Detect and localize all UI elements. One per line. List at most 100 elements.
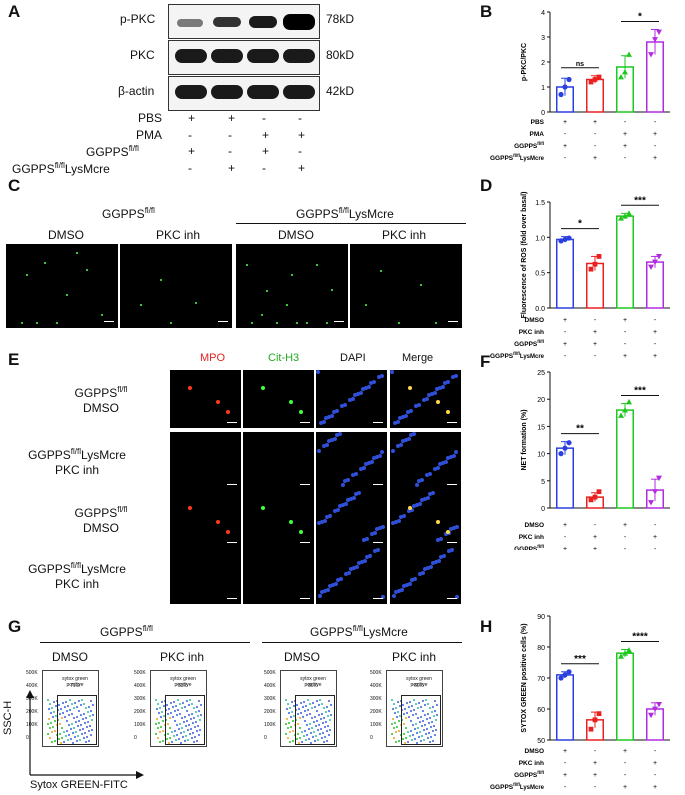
- event-dot: [395, 707, 397, 709]
- event-dot: [59, 713, 61, 715]
- data-point: [566, 235, 572, 241]
- nucleus-dot: [359, 467, 363, 471]
- event-dot: [428, 722, 430, 724]
- ros-dot: [435, 322, 437, 324]
- event-dot: [394, 722, 396, 724]
- event-dot: [83, 737, 85, 739]
- data-point: [656, 254, 662, 260]
- y-tick-label: 0: [541, 110, 545, 117]
- nucleus-dot: [341, 483, 345, 487]
- event-dot: [423, 739, 425, 741]
- nucleus-dot: [450, 548, 454, 552]
- nucleus-dot: [323, 589, 327, 593]
- event-dot: [303, 735, 305, 737]
- condition-label: DMSO: [525, 748, 545, 755]
- data-point: [648, 264, 654, 271]
- nucleus-dot: [396, 444, 400, 448]
- event-dot: [321, 703, 323, 705]
- nucleus-dot: [390, 370, 394, 374]
- event-dot: [411, 705, 413, 707]
- ros-dot: [296, 322, 298, 324]
- nucleus-dot: [423, 497, 427, 501]
- gate-rectangle: [401, 695, 441, 745]
- g-col-label: DMSO: [52, 650, 88, 664]
- chart-d: 0.0 0.5 1.0 1.5 Fluorescence of ROS (fold ov…: [490, 192, 670, 360]
- blot-label-pkc: PKC: [130, 48, 155, 62]
- event-dot: [159, 731, 161, 733]
- if-image-cit: [243, 490, 314, 548]
- event-dot: [328, 700, 330, 702]
- condition-sign: +: [623, 131, 627, 138]
- positive-cell-dot: [289, 400, 293, 404]
- nucleus-dot: [378, 526, 382, 530]
- event-dot: [401, 719, 403, 721]
- blot-sign: +: [188, 111, 196, 125]
- nucleus-dot: [397, 589, 401, 593]
- significance-label: ***: [634, 386, 646, 397]
- nucleus-dot: [378, 454, 382, 458]
- event-dot: [64, 716, 66, 718]
- event-dot: [47, 699, 49, 701]
- condition-sign: +: [593, 760, 597, 767]
- scale-bar: [447, 542, 457, 543]
- y-axis-label: SYTOX GREEN positive cells (%): [521, 623, 528, 732]
- bar: [556, 238, 574, 309]
- event-dot: [64, 706, 66, 708]
- nucleus-dot: [364, 386, 368, 390]
- event-dot: [195, 711, 197, 713]
- data-point: [622, 650, 628, 656]
- nucleus-dot: [365, 555, 369, 559]
- gate-label: sytox green positive: [300, 676, 326, 688]
- condition-sign: +: [593, 341, 597, 348]
- event-dot: [160, 726, 162, 728]
- event-dot: [304, 710, 306, 712]
- event-dot: [60, 708, 62, 710]
- band: [247, 49, 279, 63]
- condition-sup: fl/fl: [537, 544, 544, 549]
- event-dot: [300, 712, 302, 714]
- y-axis-label: NET formation (%): [521, 409, 528, 470]
- c-group2-label: GGPPSfl/flLysMcre: [296, 206, 394, 221]
- event-dot: [321, 713, 323, 715]
- event-dot: [73, 717, 75, 719]
- condition-label: GGPPSfl/flLysMcre: [490, 351, 545, 360]
- y-tick-label: 5: [541, 479, 545, 486]
- event-dot: [403, 713, 405, 715]
- condition-label: DMSO: [525, 522, 545, 529]
- data-point: [618, 653, 624, 659]
- event-dot: [172, 716, 174, 718]
- blot-cond-pma: PMA: [136, 128, 163, 142]
- positive-cell-dot: [216, 400, 220, 404]
- condition-text: GGPPS: [514, 546, 538, 550]
- condition-sign: +: [563, 341, 567, 348]
- event-dot: [330, 714, 332, 716]
- c-col-label: PKC inh: [156, 228, 201, 242]
- y-tick-label: 0: [541, 506, 545, 513]
- panel-label-g: G: [8, 617, 22, 636]
- nucleus-dot: [454, 374, 458, 378]
- scale-bar: [373, 484, 383, 485]
- event-dot: [55, 715, 57, 717]
- blot-size-actin: 42kD: [326, 84, 355, 98]
- ros-dot: [331, 289, 333, 291]
- panel-label-e: E: [8, 350, 20, 369]
- nucleus-dot: [320, 520, 324, 524]
- nucleus-dot: [380, 450, 384, 454]
- nucleus-dot: [357, 491, 361, 495]
- nucleus-dot: [446, 456, 450, 460]
- blot-sign: +: [262, 128, 270, 142]
- e-row-genotype-text: GGPPS: [28, 562, 71, 576]
- condition-sign: -: [624, 772, 627, 779]
- event-dot: [82, 728, 84, 730]
- event-dot: [319, 733, 321, 735]
- data-point: [596, 489, 602, 495]
- ros-dot: [36, 322, 38, 324]
- event-dot: [291, 711, 293, 713]
- event-dot: [432, 706, 434, 708]
- event-dot: [85, 741, 87, 743]
- data-point: [596, 254, 602, 259]
- event-dot: [186, 710, 188, 712]
- event-dot: [296, 704, 298, 706]
- nucleus-dot: [444, 532, 448, 536]
- nucleus-dot: [394, 520, 398, 524]
